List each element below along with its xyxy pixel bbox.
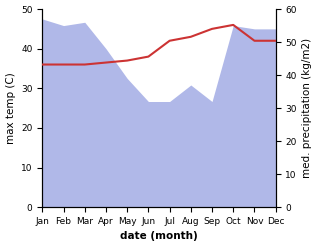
Y-axis label: med. precipitation (kg/m2): med. precipitation (kg/m2) <box>302 38 313 178</box>
Y-axis label: max temp (C): max temp (C) <box>5 72 16 144</box>
X-axis label: date (month): date (month) <box>120 231 198 242</box>
